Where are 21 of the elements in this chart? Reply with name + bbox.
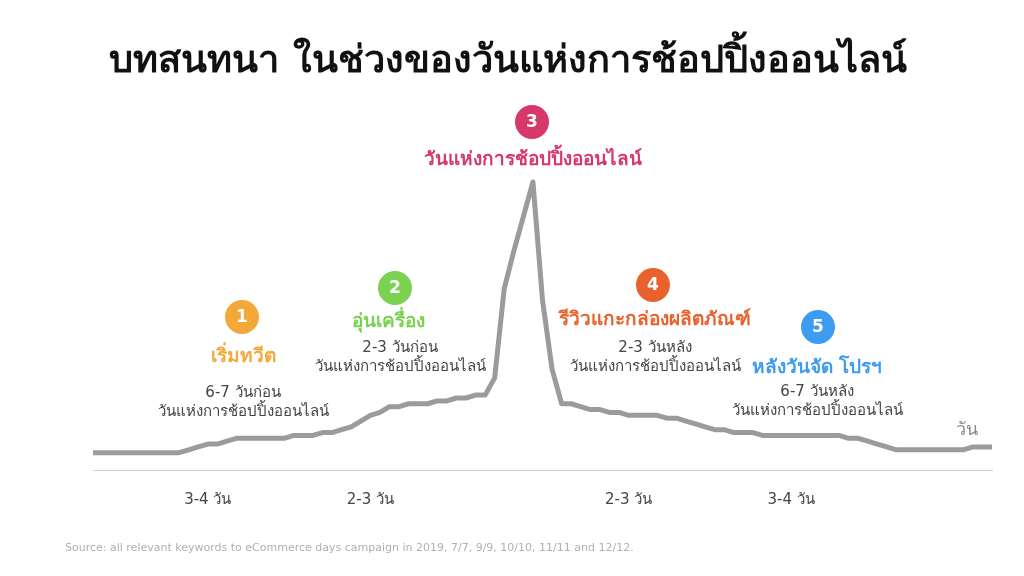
annotation: อุ่นเครื่อง xyxy=(351,306,425,333)
annotation: หลังวันจัด โปรฯ xyxy=(751,354,883,377)
annotation: 2 xyxy=(389,277,401,298)
chart-title: บทสนทนา ในช่วงของวันแห่งการช้อปปิ้งออนไลน์ xyxy=(109,30,907,81)
text: วันแห่งการช้อปปิ้งออนไลน์ xyxy=(424,143,642,169)
annotation: เริ่มทวีต xyxy=(210,341,276,366)
x-tick-label: 3-4 วัน xyxy=(184,489,232,508)
annotation: 5 xyxy=(812,316,824,337)
x-tick-label: 3-4 วัน xyxy=(767,489,815,508)
annotation: 4 xyxy=(647,274,660,295)
annotation: 2-3 วันก่อน วันแห่งการช้อปปิ้งออนไลน์ xyxy=(314,337,486,375)
text: 3 xyxy=(526,111,538,132)
source-note: Source: all relevant keywords to eCommerce days campaign in 2019, 7/7, 9/9, 10/10, 11/11 and 12/12. xyxy=(65,540,634,554)
annotation: 6-7 วันหลัง วันแห่งการช้อปปิ้งออนไลน์ xyxy=(731,381,903,419)
annotation: 1 xyxy=(236,306,248,327)
annotation: รีวิวแกะกล่องผลิตภัณฑ์ xyxy=(558,306,751,329)
x-tick-label: 2-3 วัน xyxy=(346,489,394,508)
x-axis-title: วัน xyxy=(956,417,978,439)
x-tick-label: 2-3 วัน xyxy=(604,489,653,508)
annotation: 2-3 วันหลัง วันแห่งการช้อปปิ้งออนไลน์ xyxy=(569,337,741,375)
annotation: 6-7 วันก่อน วันแห่งการช้อปปิ้งออนไลน์ xyxy=(157,382,329,420)
